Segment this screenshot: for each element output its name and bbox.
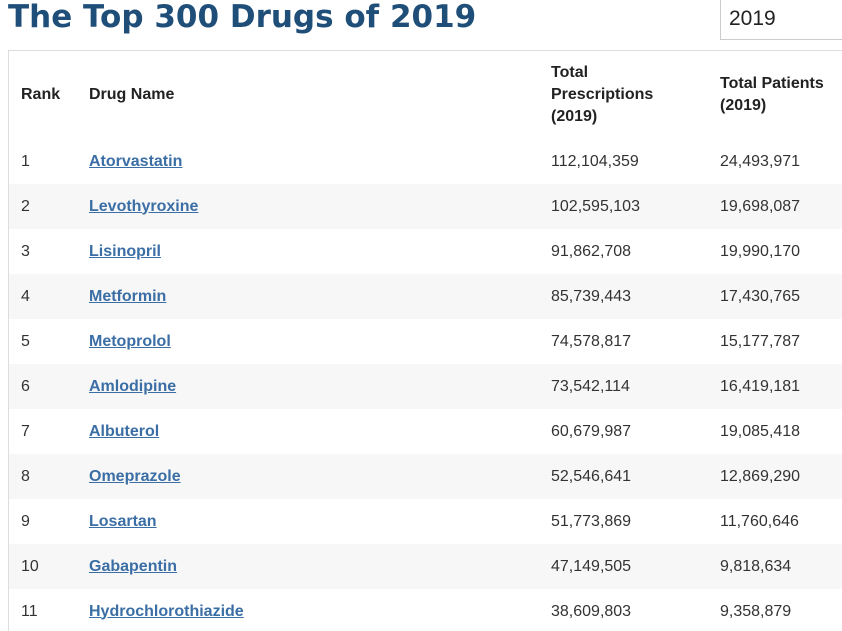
drugs-table: Rank Drug Name Total Prescriptions (2019…: [9, 51, 842, 631]
table-row: 8 Omeprazole 52,546,641 12,869,290: [9, 454, 842, 499]
drug-link[interactable]: Amlodipine: [89, 377, 177, 395]
drug-link[interactable]: Levothyroxine: [89, 197, 199, 215]
table-row: 3 Lisinopril 91,862,708 19,990,170: [9, 229, 842, 274]
cell-drug-name: Albuterol: [81, 409, 542, 454]
cell-total-patients: 12,869,290: [720, 467, 801, 485]
cell-rank: 4: [21, 287, 30, 305]
cell-rank: 10: [21, 557, 39, 575]
cell-rank: 2: [21, 197, 30, 215]
cell-drug-name: Losartan: [81, 499, 542, 544]
table-row: 11 Hydrochlorothiazide 38,609,803 9,358,879: [9, 589, 842, 631]
cell-drug-name: Lisinopril: [81, 229, 542, 274]
cell-drug-name: Omeprazole: [81, 454, 542, 499]
cell-drug-name: Levothyroxine: [81, 184, 542, 229]
header-total-patients-label: Total Patients (2019): [720, 75, 824, 114]
year-select[interactable]: 2019: [720, 0, 842, 40]
drug-link[interactable]: Atorvastatin: [89, 152, 183, 170]
cell-drug-name: Metformin: [81, 274, 542, 319]
table-row: 10 Gabapentin 47,149,505 9,818,634: [9, 544, 842, 589]
header-total-prescriptions[interactable]: Total Prescriptions (2019): [542, 51, 720, 139]
cell-total-prescriptions: 112,104,359: [551, 152, 639, 170]
page-title: The Top 300 Drugs of 2019: [8, 0, 477, 35]
cell-rank: 11: [21, 602, 38, 620]
table-row: 5 Metoprolol 74,578,817 15,177,787: [9, 319, 842, 364]
cell-drug-name: Hydrochlorothiazide: [81, 589, 542, 631]
table-row: 9 Losartan 51,773,869 11,760,646: [9, 499, 842, 544]
cell-total-patients: 9,358,879: [720, 602, 792, 620]
header-total-prescriptions-label: Total Prescriptions (2019): [551, 64, 654, 125]
drug-link[interactable]: Metoprolol: [89, 332, 171, 350]
cell-drug-name: Amlodipine: [81, 364, 542, 409]
cell-total-patients: 17,430,765: [720, 287, 801, 305]
cell-total-patients: 9,818,634: [720, 557, 792, 575]
cell-total-patients: 19,990,170: [720, 242, 801, 260]
drug-link[interactable]: Losartan: [89, 512, 157, 530]
table-row: 6 Amlodipine 73,542,114 16,419,181: [9, 364, 842, 409]
cell-rank: 7: [21, 422, 30, 440]
cell-total-patients: 24,493,971: [720, 152, 801, 170]
cell-drug-name: Gabapentin: [81, 544, 542, 589]
cell-rank: 5: [21, 332, 30, 350]
drug-link[interactable]: Lisinopril: [89, 242, 161, 260]
cell-rank: 6: [21, 377, 30, 395]
header-rank[interactable]: Rank: [21, 86, 61, 103]
cell-total-prescriptions: 60,679,987: [551, 422, 632, 440]
cell-total-prescriptions: 85,739,443: [551, 287, 632, 305]
header-total-patients[interactable]: Total Patients (2019): [720, 51, 842, 139]
cell-total-prescriptions: 52,546,641: [551, 467, 632, 485]
drug-link[interactable]: Gabapentin: [89, 557, 178, 575]
cell-total-prescriptions: 47,149,505: [551, 557, 632, 575]
drug-link[interactable]: Metformin: [89, 287, 167, 305]
cell-total-patients: 15,177,787: [720, 332, 801, 350]
table-body: 1 Atorvastatin 112,104,359 24,493,971 2 Levot…: [9, 139, 842, 631]
drug-link[interactable]: Omeprazole: [89, 467, 181, 485]
cell-total-patients: 19,085,418: [720, 422, 801, 440]
cell-rank: 1: [21, 152, 30, 170]
cell-rank: 9: [21, 512, 30, 530]
cell-total-prescriptions: 51,773,869: [551, 512, 632, 530]
table-header-row: Rank Drug Name Total Prescriptions (2019…: [9, 51, 842, 139]
table-row: 7 Albuterol 60,679,987 19,085,418: [9, 409, 842, 454]
cell-total-patients: 19,698,087: [720, 197, 801, 215]
cell-drug-name: Metoprolol: [81, 319, 542, 364]
cell-total-prescriptions: 74,578,817: [551, 332, 632, 350]
cell-total-prescriptions: 38,609,803: [551, 602, 632, 620]
cell-rank: 8: [21, 467, 30, 485]
table-row: 1 Atorvastatin 112,104,359 24,493,971: [9, 139, 842, 184]
drugs-table-container: Rank Drug Name Total Prescriptions (2019…: [8, 50, 842, 631]
drug-link[interactable]: Albuterol: [89, 422, 160, 440]
cell-total-prescriptions: 91,862,708: [551, 242, 632, 260]
header-drug-name[interactable]: Drug Name: [89, 86, 175, 103]
table-row: 4 Metformin 85,739,443 17,430,765: [9, 274, 842, 319]
table-row: 2 Levothyroxine 102,595,103 19,698,087: [9, 184, 842, 229]
cell-total-prescriptions: 102,595,103: [551, 197, 640, 215]
cell-drug-name: Atorvastatin: [81, 139, 542, 184]
cell-total-patients: 11,760,646: [720, 512, 799, 530]
cell-total-patients: 16,419,181: [720, 377, 801, 395]
drug-link[interactable]: Hydrochlorothiazide: [89, 602, 244, 620]
cell-rank: 3: [21, 242, 30, 260]
cell-total-prescriptions: 73,542,114: [551, 377, 630, 395]
